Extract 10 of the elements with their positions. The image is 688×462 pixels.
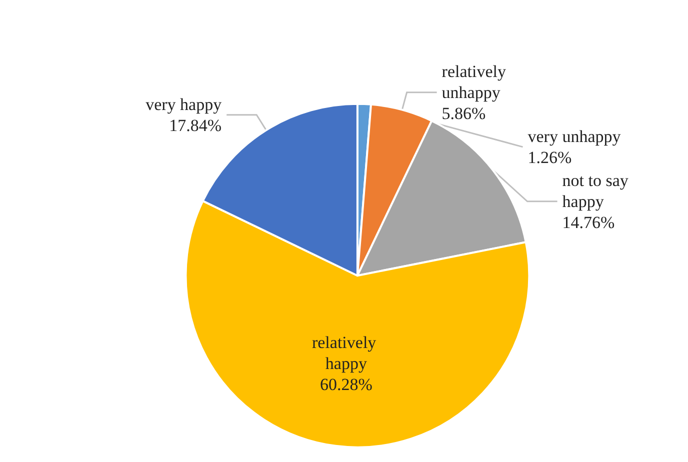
slice-label: very unhappy: [528, 126, 622, 146]
data-label: 14.76%: [562, 212, 615, 232]
data-label: 60.28%: [320, 375, 372, 394]
data-label: 17.84%: [169, 116, 222, 135]
slice-label: relatively happy: [312, 333, 380, 374]
data-label: 5.86%: [442, 104, 486, 123]
data-label: 1.26%: [528, 148, 572, 167]
slice-label: not to say happy: [562, 170, 633, 211]
slice-label: relatively unhappy: [442, 62, 510, 102]
slice-label: very happy: [146, 94, 222, 114]
